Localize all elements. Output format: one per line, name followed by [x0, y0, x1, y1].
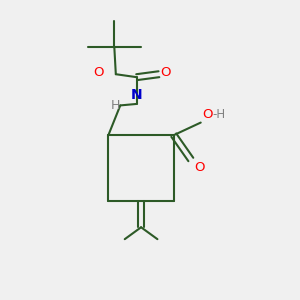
Text: N: N	[131, 88, 142, 102]
Text: H: H	[111, 99, 121, 112]
Text: O: O	[160, 66, 171, 79]
Text: O: O	[194, 161, 204, 174]
Text: -H: -H	[212, 108, 225, 121]
Text: O: O	[202, 108, 213, 121]
Text: O: O	[93, 66, 104, 79]
